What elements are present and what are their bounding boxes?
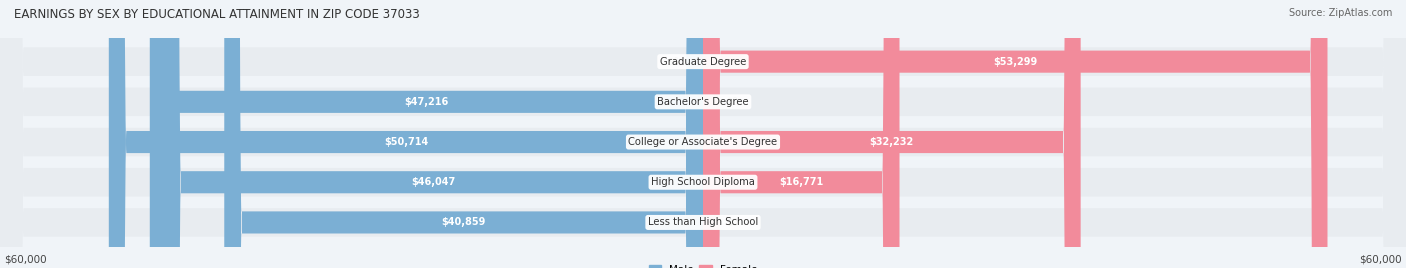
FancyBboxPatch shape (703, 0, 1081, 268)
Text: $0: $0 (727, 217, 738, 228)
Text: $46,047: $46,047 (411, 177, 456, 187)
Text: $40,859: $40,859 (441, 217, 486, 228)
Text: $0: $0 (668, 57, 679, 67)
Text: $60,000: $60,000 (1360, 255, 1402, 265)
FancyBboxPatch shape (108, 0, 703, 268)
FancyBboxPatch shape (703, 0, 900, 268)
Text: $0: $0 (727, 97, 738, 107)
FancyBboxPatch shape (225, 0, 703, 268)
Text: Bachelor's Degree: Bachelor's Degree (657, 97, 749, 107)
Text: $50,714: $50,714 (384, 137, 427, 147)
FancyBboxPatch shape (150, 0, 703, 268)
Text: Graduate Degree: Graduate Degree (659, 57, 747, 67)
Text: $53,299: $53,299 (993, 57, 1038, 67)
Text: Less than High School: Less than High School (648, 217, 758, 228)
Text: $60,000: $60,000 (4, 255, 46, 265)
Text: EARNINGS BY SEX BY EDUCATIONAL ATTAINMENT IN ZIP CODE 37033: EARNINGS BY SEX BY EDUCATIONAL ATTAINMEN… (14, 8, 420, 21)
FancyBboxPatch shape (703, 0, 1327, 268)
Text: High School Diploma: High School Diploma (651, 177, 755, 187)
Legend: Male, Female: Male, Female (644, 261, 762, 268)
Text: Source: ZipAtlas.com: Source: ZipAtlas.com (1288, 8, 1392, 18)
Text: $16,771: $16,771 (779, 177, 824, 187)
Text: $32,232: $32,232 (870, 137, 914, 147)
Text: $47,216: $47,216 (405, 97, 449, 107)
FancyBboxPatch shape (163, 0, 703, 268)
Text: College or Associate's Degree: College or Associate's Degree (628, 137, 778, 147)
